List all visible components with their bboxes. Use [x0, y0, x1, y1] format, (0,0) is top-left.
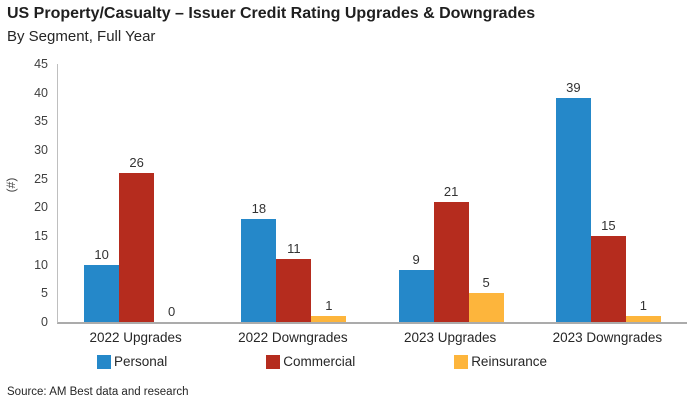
bar-slot: 1	[311, 64, 347, 322]
bar-slot: 26	[119, 64, 155, 322]
category-label: 2023 Upgrades	[403, 330, 497, 345]
bar-slot: 1	[625, 64, 661, 322]
bar-group: 39 15 1	[530, 64, 687, 322]
bar-value-label: 0	[168, 304, 176, 319]
legend-label: Reinsurance	[471, 354, 547, 369]
bar-group: 9 21 5	[373, 64, 530, 322]
bar-value-label: 21	[443, 184, 459, 199]
legend-swatch	[266, 354, 281, 369]
bar-value-label: 10	[94, 247, 109, 262]
y-tick-label: 35	[34, 114, 48, 129]
bar	[433, 202, 469, 322]
bar	[84, 265, 120, 322]
bar-value-label: 26	[129, 155, 144, 170]
y-tick-label: 25	[34, 171, 48, 186]
plot-area: 10 26 0 18 11 1 9 21 5 39 15 1	[57, 64, 687, 324]
bar-slot: 18	[241, 64, 277, 322]
bar-value-label: 39	[566, 80, 581, 95]
bar-slot: 15	[590, 64, 626, 322]
legend-item: Reinsurance	[454, 354, 547, 369]
category-axis: 2022 Upgrades 2022 Downgrades 2023 Upgrade…	[57, 330, 686, 345]
bar	[119, 173, 155, 322]
bar-slot: 9	[398, 64, 434, 322]
bar-value-label: 11	[287, 241, 301, 256]
bar-value-label: 1	[325, 298, 333, 313]
bar-value-label: 1	[639, 298, 647, 313]
bar	[590, 236, 626, 322]
category-label: 2022 Upgrades	[89, 330, 182, 345]
bar	[311, 316, 347, 322]
y-tick-label: 30	[34, 143, 48, 157]
bar	[241, 219, 277, 322]
y-tick-label: 0	[41, 315, 48, 329]
bar-value-label: 18	[251, 201, 267, 216]
bar-value-label: 9	[412, 252, 420, 267]
bar-value-label: 5	[482, 275, 490, 290]
bar-group: 18 11 1	[215, 64, 372, 322]
bar-slot: 10	[84, 64, 120, 322]
bar-slot: 0	[154, 64, 189, 322]
bar-group: 10 26 0	[58, 64, 215, 322]
legend-label: Commercial	[283, 354, 356, 369]
bar-value-label: 15	[601, 218, 616, 233]
legend-swatch	[454, 354, 469, 369]
category-label: 2023 Downgrades	[552, 330, 663, 345]
y-tick-label: 40	[34, 85, 48, 100]
legend-item: Personal	[97, 354, 167, 369]
legend: Personal Commercial Reinsurance	[97, 354, 547, 369]
bar-slot: 11	[276, 64, 312, 322]
y-axis-ticks: 0 5 10 15 20 25 30 35 40 45	[0, 57, 48, 329]
source-note: Source: AM Best data and research	[7, 386, 189, 398]
legend-swatch	[97, 354, 111, 369]
y-tick-label: 10	[34, 257, 48, 272]
bar	[276, 259, 312, 322]
bar	[625, 316, 661, 322]
bar	[468, 293, 504, 322]
y-tick-label: 45	[34, 57, 48, 71]
bar-slot: 21	[433, 64, 469, 322]
bar-slot: 5	[468, 64, 504, 322]
y-tick-label: 15	[34, 229, 48, 243]
bar-slot: 39	[555, 64, 591, 322]
legend-label: Personal	[114, 354, 168, 369]
chart-subtitle: By Segment, Full Year	[7, 28, 156, 45]
category-label: 2022 Downgrades	[238, 330, 348, 345]
chart-title: US Property/Casualty – Issuer Credit Rat…	[7, 5, 536, 22]
y-tick-label: 20	[34, 200, 48, 215]
legend-item: Commercial	[266, 354, 355, 369]
bar	[555, 98, 591, 322]
bar	[398, 270, 434, 322]
y-tick-label: 5	[41, 286, 48, 301]
